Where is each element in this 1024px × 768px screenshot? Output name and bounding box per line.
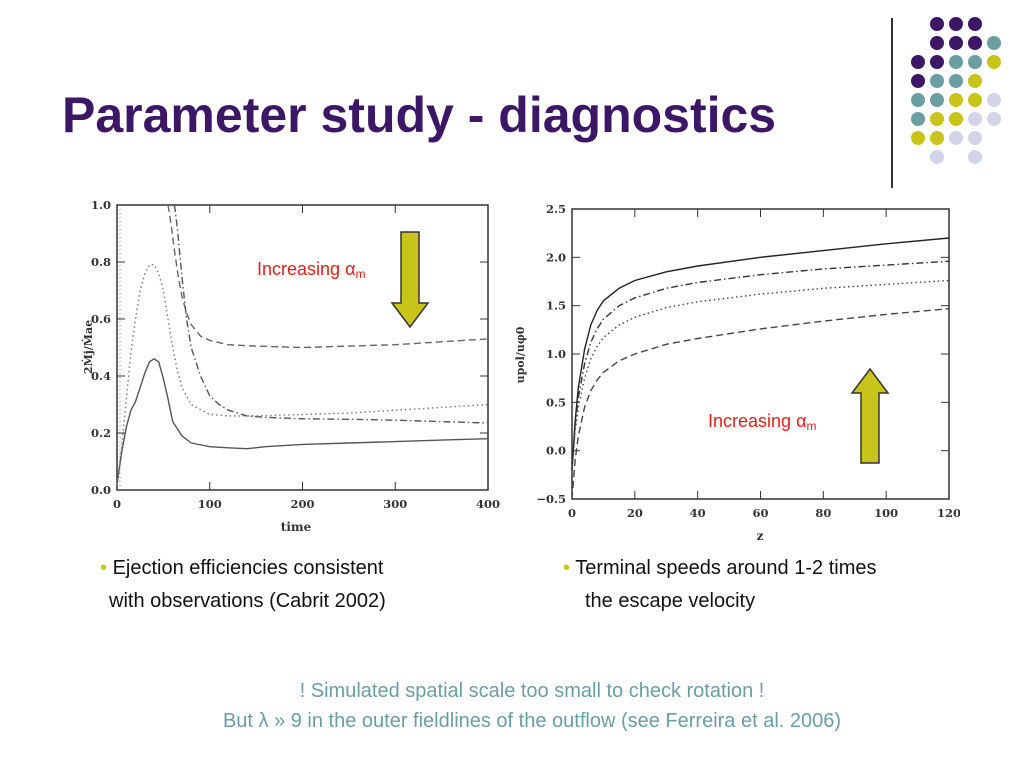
decor-dot (949, 17, 963, 31)
bullet-left-line1: Ejection efficiencies consistent (112, 557, 384, 579)
x-tick-label: 20 (627, 506, 643, 520)
y-tick-label: 2.0 (546, 250, 566, 264)
y-tick-label: 2.5 (546, 202, 566, 216)
decor-dot (968, 36, 982, 50)
decor-dot (949, 93, 963, 107)
decor-dot (949, 112, 963, 126)
x-tick-label: 400 (476, 497, 500, 511)
bullet-left-line2: with observations (Cabrit 2002) (109, 590, 386, 612)
series-line-dotted (116, 264, 489, 485)
series-line-dashed (571, 307, 950, 500)
decor-dot (930, 93, 944, 107)
x-tick-label: 0 (113, 497, 121, 511)
x-axis-label: z (757, 529, 764, 543)
decor-dot (930, 74, 944, 88)
x-tick-label: 40 (690, 506, 706, 520)
decor-dot (949, 36, 963, 50)
series-line-dashdot (571, 260, 950, 471)
decor-dot (911, 93, 925, 107)
decor-dot (968, 131, 982, 145)
y-tick-label: 0.5 (546, 395, 566, 409)
y-axis-label: upol/uφ0 (514, 326, 527, 383)
x-tick-label: 120 (937, 506, 960, 520)
x-tick-label: 200 (290, 497, 314, 511)
decor-dot (968, 93, 982, 107)
annotation-increasing-alpha: Increasing αm (257, 259, 365, 281)
up-arrow (850, 367, 890, 464)
title-divider (891, 18, 893, 188)
decor-dot (930, 131, 944, 145)
bullet-left: • Ejection efficiencies consistent with … (100, 552, 386, 618)
decor-dot (930, 55, 944, 69)
decor-dot (911, 131, 925, 145)
decor-dot (968, 74, 982, 88)
decor-dot (930, 17, 944, 31)
terminal-speed-chart: 0 20 40 60 80 100 120−0.50.00.51.01.52.02.5 z … (514, 202, 960, 543)
x-tick-label: 100 (198, 497, 222, 511)
x-tick-label: 60 (752, 506, 768, 520)
decor-dot (949, 74, 963, 88)
bullet-dot: • (563, 557, 571, 579)
y-tick-label: 0.0 (546, 444, 566, 458)
chart-plot-frame (116, 204, 489, 491)
decor-dot (968, 112, 982, 126)
note-line-1: ! Simulated spatial scale too small to c… (299, 680, 765, 702)
decor-dot (911, 112, 925, 126)
y-tick-label: 0.0 (91, 483, 111, 497)
series-line-dashdot (173, 204, 489, 424)
y-tick-label: 0.2 (91, 426, 111, 440)
chart-plot-frame (571, 208, 950, 500)
decor-dot (930, 150, 944, 164)
bullet-right: • Terminal speeds around 1-2 times the e… (563, 552, 876, 618)
decor-dot (987, 112, 1001, 126)
decor-dot (968, 55, 982, 69)
x-tick-label: 80 (815, 506, 831, 520)
decor-dot (930, 112, 944, 126)
decor-dot (911, 55, 925, 69)
series-line-dashed (167, 204, 489, 349)
decor-dot (987, 55, 1001, 69)
decor-dot (968, 150, 982, 164)
bullet-right-line2: the escape velocity (585, 590, 756, 612)
x-tick-label: 0 (568, 506, 576, 520)
series-line-solid (116, 358, 489, 485)
down-arrow (390, 231, 430, 329)
decor-dot (968, 17, 982, 31)
y-tick-label: 1.5 (546, 299, 566, 313)
decor-dot (987, 93, 1001, 107)
x-tick-label: 100 (874, 506, 898, 520)
series-line-dotted (571, 279, 950, 471)
note-line-2: But λ » 9 in the outer fieldlines of the… (222, 710, 842, 732)
y-tick-label: 0.4 (91, 369, 111, 383)
ejection-efficiency-chart: 0 100 200 300 400 0.0 0.2 0.4 0.6 0.8 1.0 time 2Ṁj… (81, 198, 500, 534)
decor-dot (987, 36, 1001, 50)
y-axis-label: 2Ṁj/Ṁae (81, 320, 95, 374)
decor-dot (911, 74, 925, 88)
decor-dot (949, 131, 963, 145)
y-tick-label: 1.0 (91, 198, 111, 212)
page-title: Parameter study - diagnostics (62, 87, 777, 143)
y-tick-label: 0.6 (91, 312, 111, 326)
annotation-increasing-alpha: Increasing αm (708, 411, 816, 433)
decor-dot (949, 55, 963, 69)
y-tick-label: 1.0 (546, 347, 566, 361)
y-tick-label: 0.8 (91, 255, 111, 269)
bullet-dot: • (100, 557, 108, 579)
bullet-right-line1: Terminal speeds around 1-2 times (575, 557, 877, 579)
series-line-solid (571, 237, 950, 471)
y-tick-label: −0.5 (536, 492, 566, 506)
x-tick-label: 300 (383, 497, 407, 511)
decor-dot (930, 36, 944, 50)
x-axis-label: time (281, 520, 312, 534)
